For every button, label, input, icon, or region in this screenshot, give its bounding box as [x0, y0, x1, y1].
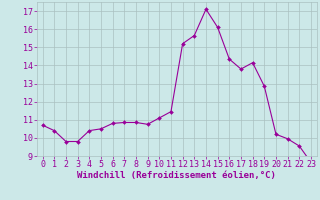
X-axis label: Windchill (Refroidissement éolien,°C): Windchill (Refroidissement éolien,°C): [77, 171, 276, 180]
